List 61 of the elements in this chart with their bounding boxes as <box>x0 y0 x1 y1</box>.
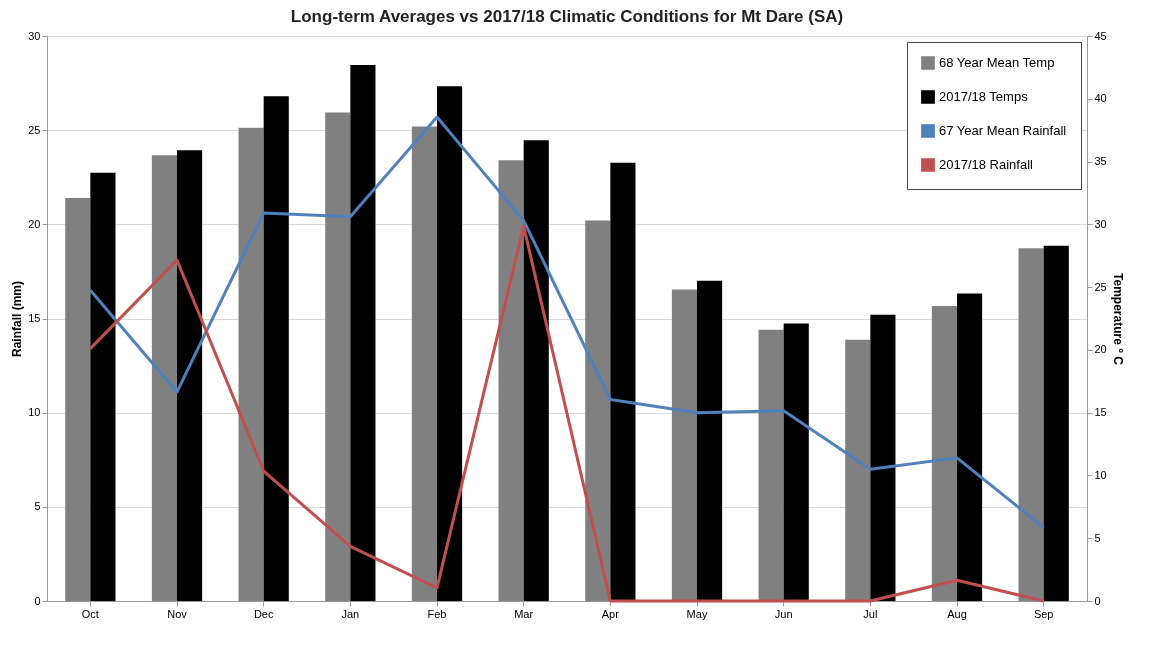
y2-tick-label: 40 <box>1094 92 1107 105</box>
bar <box>845 339 871 601</box>
bar <box>758 329 784 601</box>
y2-tick-label: 15 <box>1094 406 1107 419</box>
x-tick-label: Mar <box>514 607 534 620</box>
bar <box>523 140 549 601</box>
y-tick-label: 20 <box>28 217 41 230</box>
y2-tick-label: 25 <box>1094 280 1107 293</box>
x-tick-label: Jan <box>341 607 360 620</box>
bar <box>1043 245 1069 601</box>
x-tick-label: Oct <box>81 607 99 620</box>
bar <box>498 160 524 601</box>
y2-tick-label: 20 <box>1094 343 1107 356</box>
y-tick-label: 10 <box>28 406 41 419</box>
bar <box>1018 248 1044 601</box>
y2-axis-title: Temperature ° C <box>1110 273 1125 366</box>
legend-label: 67 Year Mean Rainfall <box>939 123 1067 138</box>
x-tick-label: May <box>686 607 708 620</box>
y-tick-label: 15 <box>28 312 41 324</box>
bar <box>957 293 983 601</box>
y-tick-label: 25 <box>28 123 41 136</box>
y2-tick-label: 5 <box>1094 531 1101 544</box>
bar <box>90 172 116 601</box>
x-tick-label: Feb <box>427 607 447 620</box>
bar <box>263 96 289 601</box>
bar <box>325 112 351 601</box>
x-tick-label: Aug <box>947 607 967 620</box>
bar <box>585 220 611 601</box>
bar <box>610 162 636 601</box>
y-tick-label: 0 <box>34 594 41 607</box>
x-tick-label: Nov <box>167 607 188 620</box>
x-tick-label: Jul <box>863 607 878 620</box>
x-tick-label: Apr <box>601 607 620 620</box>
y2-tick-label: 0 <box>1094 594 1101 607</box>
bar <box>671 289 697 601</box>
bar <box>65 197 91 601</box>
legend-label: 2017/18 Temps <box>939 89 1029 104</box>
y-tick-label: 5 <box>34 500 41 513</box>
legend-label: 2017/18 Rainfall <box>939 157 1034 172</box>
bar <box>177 150 203 601</box>
bar <box>697 280 723 601</box>
y2-tick-label: 10 <box>1094 468 1107 481</box>
chart-title: Long-term Averages vs 2017/18 Climatic Conditions for Mt Dare (SA) <box>290 7 844 26</box>
bar <box>238 127 264 601</box>
bar <box>783 323 809 601</box>
y-tick-label: 30 <box>28 29 41 42</box>
bar <box>151 155 177 601</box>
bar <box>931 305 957 601</box>
y2-tick-label: 30 <box>1094 217 1107 230</box>
x-tick-label: Dec <box>253 607 274 620</box>
bar <box>437 86 463 601</box>
bar <box>870 314 896 601</box>
x-tick-label: Jun <box>774 607 793 620</box>
bar <box>411 126 437 601</box>
legend-label: 68 Year Mean Temp <box>939 55 1055 70</box>
x-tick-label: Sep <box>1033 607 1054 620</box>
line-series <box>88 224 1046 603</box>
y-axis-title: Rainfall (mm) <box>10 280 25 358</box>
bar <box>350 64 376 601</box>
y2-tick-label: 35 <box>1094 155 1107 168</box>
y2-tick-label: 45 <box>1094 29 1107 42</box>
